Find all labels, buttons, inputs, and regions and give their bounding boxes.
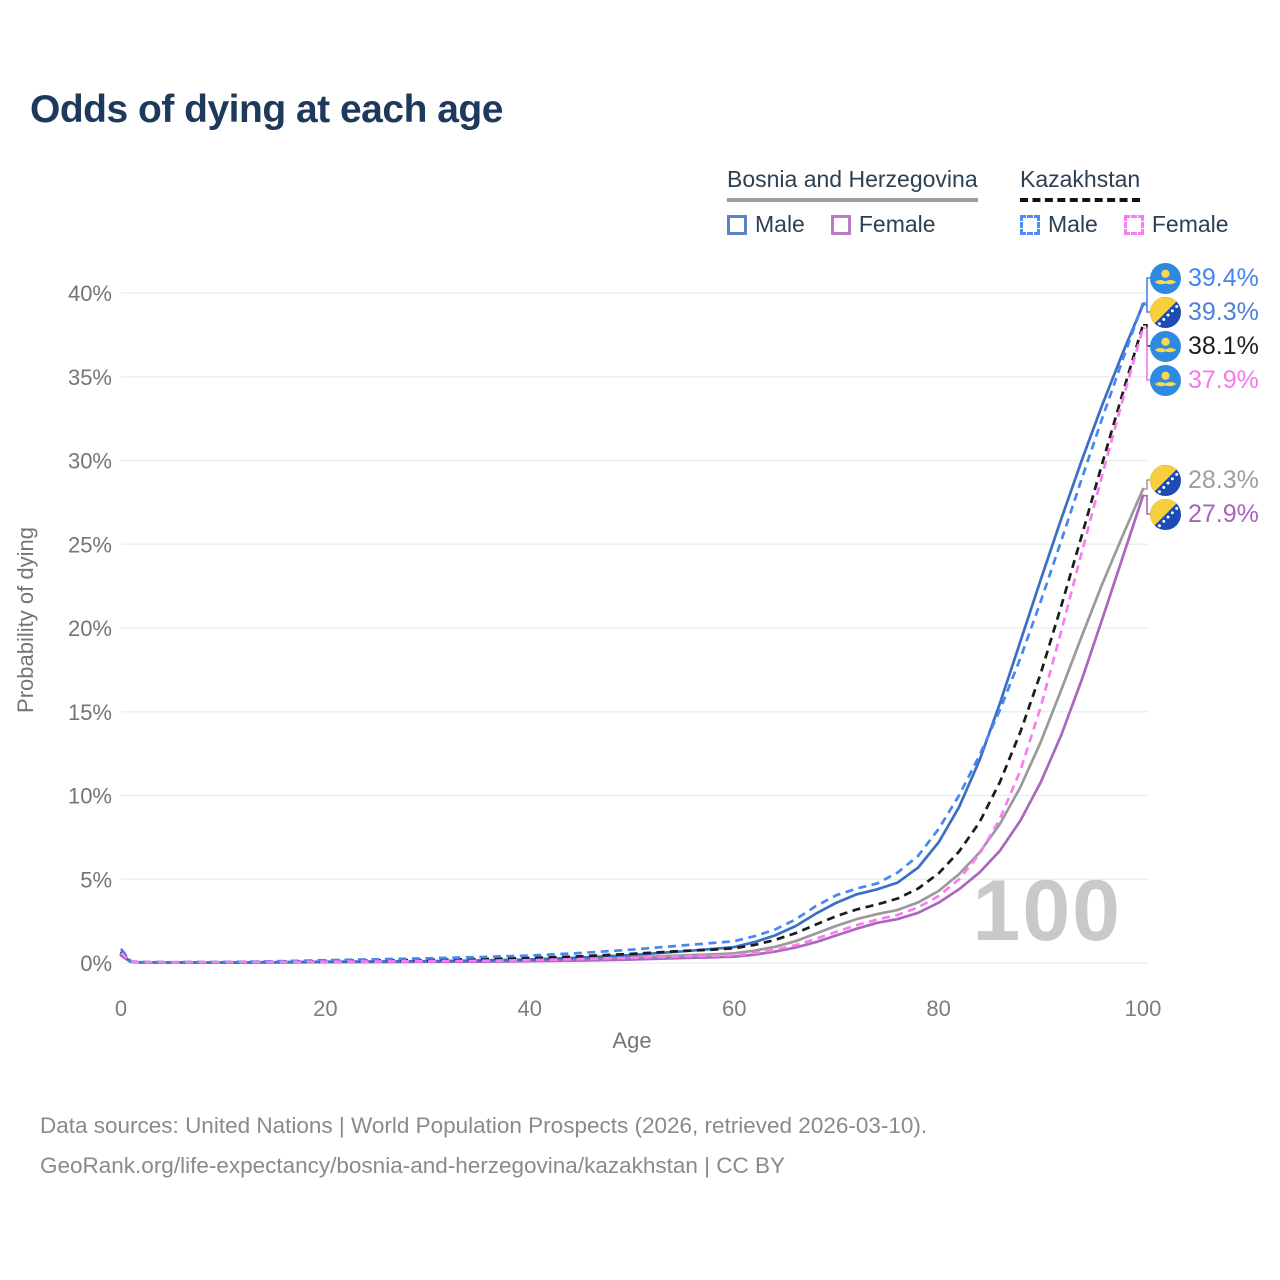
leader-line-bosnia-all	[1143, 479, 1152, 490]
series-line-kazakhstan-male	[119, 302, 1145, 964]
x-tick-20: 20	[313, 996, 337, 1021]
page-title: Odds of dying at each age	[30, 88, 503, 131]
leader-line-kazakhstan-female	[1143, 327, 1152, 381]
kazakhstan-flag-icon	[1150, 262, 1181, 294]
hover-age-watermark: 100	[972, 863, 1122, 959]
end-label-kazakhstan-male: 39.4%	[1150, 262, 1259, 294]
end-label-value-kazakhstan-female: 37.9%	[1188, 365, 1259, 394]
x-tick-80: 80	[926, 996, 950, 1021]
leader-line-bosnia-male	[1143, 303, 1152, 313]
leader-line-kazakhstan-male	[1143, 277, 1152, 304]
y-tick-20%: 20%	[68, 616, 112, 641]
legend-label-kazakhstan-male: Male	[1048, 211, 1098, 237]
y-axis-title: Probability of dying	[13, 527, 38, 713]
legend-group-kazakhstan: Kazakhstan Male Female	[1020, 166, 1229, 238]
legend-swatch-bosnia-male	[727, 214, 747, 235]
x-tick-100: 100	[1125, 996, 1162, 1021]
kazakhstan-flag-icon	[1150, 364, 1181, 396]
bosnia-flag-icon	[1150, 296, 1181, 328]
legend-swatch-kazakhstan-female	[1123, 214, 1144, 235]
bosnia-flag-icon	[1150, 498, 1181, 530]
kazakhstan-flag-icon	[1150, 330, 1181, 362]
end-label-value-kazakhstan-male: 39.4%	[1188, 263, 1259, 292]
series-line-kazakhstan-female	[120, 327, 1145, 964]
legend-group-bosnia: Bosnia and Herzegovina Male Female	[727, 166, 978, 238]
legend-country-bosnia[interactable]: Bosnia and Herzegovina	[727, 166, 978, 202]
legend-country-kazakhstan[interactable]: Kazakhstan	[1020, 166, 1141, 202]
end-label-kazakhstan-all: 38.1%	[1150, 330, 1259, 362]
x-tick-0: 0	[115, 996, 127, 1021]
end-label-value-kazakhstan-all: 38.1%	[1188, 331, 1259, 360]
series-line-kazakhstan-all	[120, 324, 1145, 964]
x-tick-40: 40	[518, 996, 542, 1021]
footer: Data sources: United Nations | World Pop…	[40, 1106, 927, 1186]
legend-label-bosnia-male: Male	[755, 211, 805, 237]
bosnia-flag-icon	[1150, 464, 1181, 496]
end-label-bosnia-male: 39.3%	[1150, 296, 1259, 328]
end-label-bosnia-female: 27.9%	[1150, 498, 1259, 530]
y-tick-10%: 10%	[68, 784, 112, 809]
legend-item-kazakhstan-female[interactable]: Female	[1123, 211, 1229, 238]
footer-data-sources: Data sources: United Nations | World Pop…	[40, 1113, 928, 1138]
end-label-kazakhstan-female: 37.9%	[1150, 364, 1259, 396]
y-tick-5%: 5%	[80, 867, 112, 892]
series-line-bosnia-male	[119, 303, 1145, 964]
end-label-value-bosnia-male: 39.3%	[1188, 297, 1259, 326]
end-label-value-bosnia-female: 27.9%	[1188, 499, 1259, 528]
end-label-bosnia-all: 28.3%	[1150, 464, 1259, 496]
y-tick-0%: 0%	[80, 951, 112, 976]
y-tick-25%: 25%	[68, 532, 112, 557]
legend-item-kazakhstan-male[interactable]: Male	[1020, 211, 1098, 238]
legend-swatch-bosnia-female	[830, 214, 851, 235]
leader-line-bosnia-female	[1143, 494, 1152, 515]
legend-item-bosnia-male[interactable]: Male	[727, 211, 805, 238]
footer-attribution: GeoRank.org/life-expectancy/bosnia-and-h…	[40, 1153, 785, 1178]
y-tick-40%: 40%	[68, 281, 112, 306]
y-tick-30%: 30%	[68, 449, 112, 474]
legend-label-kazakhstan-female: Female	[1151, 211, 1229, 237]
x-axis-title: Age	[612, 1028, 652, 1053]
y-tick-35%: 35%	[68, 365, 112, 390]
legend-item-bosnia-female[interactable]: Female	[830, 211, 936, 238]
end-label-value-bosnia-all: 28.3%	[1188, 465, 1259, 494]
legend-label-bosnia-female: Female	[858, 211, 936, 237]
x-tick-60: 60	[722, 996, 746, 1021]
legend-swatch-kazakhstan-male	[1020, 214, 1040, 235]
y-tick-15%: 15%	[68, 700, 112, 725]
